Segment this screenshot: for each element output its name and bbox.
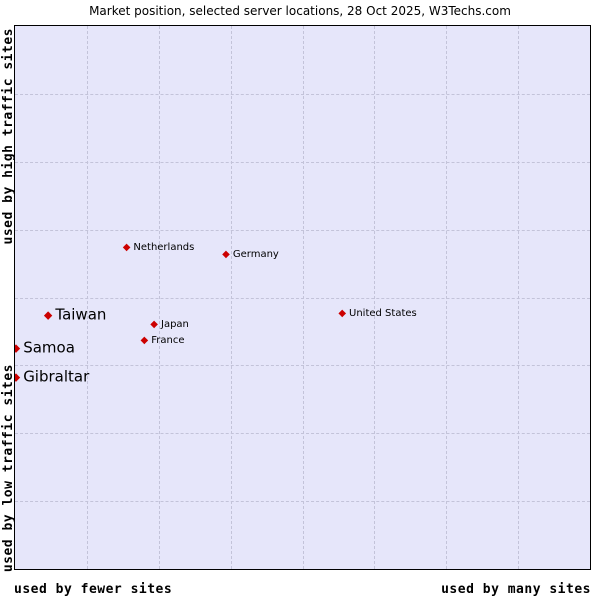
point-label: Japan — [161, 318, 189, 330]
diamond-marker-icon: ◆ — [338, 307, 347, 319]
point-label: Germany — [232, 249, 279, 261]
gridline-horizontal — [15, 365, 590, 367]
plot-area: ◆ Netherlands ◆ Germany ◆ United States ◆ Taiwa… — [14, 25, 591, 570]
point-label: Netherlands — [133, 242, 195, 254]
gridline-horizontal — [15, 501, 590, 503]
chart-title: Market position, selected server locatio… — [89, 4, 511, 18]
x-axis-labels: used by fewer sites used by many sites — [14, 582, 591, 597]
x-axis-label-many-sites: used by many sites — [441, 582, 591, 597]
gridline-vertical — [446, 26, 448, 569]
gridline-horizontal — [15, 161, 590, 163]
data-point-japan: ◆ Japan — [150, 318, 189, 330]
gridline-horizontal — [15, 229, 590, 231]
gridline-vertical — [158, 26, 160, 569]
data-point-france: ◆ France — [140, 334, 185, 346]
diamond-marker-icon: ◆ — [43, 308, 53, 322]
point-label: France — [151, 334, 185, 346]
data-point-taiwan: ◆ Taiwan — [44, 307, 106, 322]
gridline-vertical — [86, 26, 88, 569]
diamond-marker-icon: ◆ — [122, 242, 131, 254]
data-point-gibraltar: ◆Gibraltar — [15, 367, 90, 386]
diamond-marker-icon: ◆ — [140, 334, 149, 346]
gridline-horizontal — [15, 93, 590, 95]
data-point-germany: ◆ Germany — [222, 250, 279, 260]
point-label: United States — [349, 307, 417, 319]
diamond-marker-icon: ◆ — [150, 318, 158, 330]
diamond-marker-icon: ◆ — [15, 342, 20, 353]
x-axis-label-fewer-sites: used by fewer sites — [14, 582, 173, 597]
gridline-vertical — [518, 26, 520, 569]
gridline-vertical — [374, 26, 376, 569]
data-point-netherlands: ◆ Netherlands — [123, 243, 195, 253]
data-point-samoa: ◆Samoa — [15, 338, 75, 357]
gridline-horizontal — [15, 433, 590, 435]
diamond-marker-icon: ◆ — [15, 371, 20, 382]
point-label: Samoa — [23, 338, 75, 357]
point-label: Taiwan — [55, 305, 107, 324]
gridline-vertical — [230, 26, 232, 569]
gridline-vertical — [302, 26, 304, 569]
data-point-united-states: ◆ United States — [338, 307, 417, 319]
point-label: Gibraltar — [23, 367, 90, 386]
gridline-horizontal — [15, 297, 590, 299]
diamond-marker-icon: ◆ — [222, 249, 230, 261]
